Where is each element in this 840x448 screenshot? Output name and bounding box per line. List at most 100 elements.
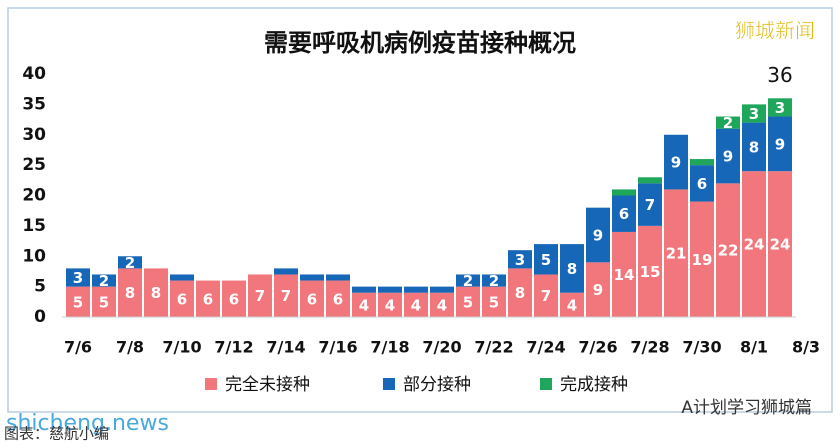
data-label: 8 bbox=[749, 138, 759, 156]
data-label: 2 bbox=[723, 114, 733, 132]
data-label: 9 bbox=[593, 226, 603, 244]
x-tick-label: 7/16 bbox=[318, 338, 357, 357]
bar-segment bbox=[638, 225, 662, 317]
data-label: 5 bbox=[99, 293, 109, 311]
y-tick-label: 5 bbox=[34, 277, 46, 297]
bar-segment bbox=[456, 286, 480, 317]
chart-title: 需要呼吸机病例疫苗接种概况 bbox=[264, 29, 576, 57]
data-label: 9 bbox=[723, 148, 733, 166]
bar-segment bbox=[560, 292, 584, 317]
bar-segment bbox=[586, 262, 610, 317]
bar-segment bbox=[534, 244, 558, 275]
bar-segment bbox=[768, 98, 792, 117]
bar-segment bbox=[690, 201, 714, 317]
data-label: 6 bbox=[333, 290, 343, 308]
legend-label: 完成接种 bbox=[560, 375, 628, 395]
data-label: 3 bbox=[515, 251, 525, 269]
y-tick-label: 35 bbox=[22, 94, 46, 114]
watermark-site: shicheng.news bbox=[6, 411, 169, 436]
total-label: 36 bbox=[767, 63, 792, 87]
bar-segment bbox=[274, 274, 298, 317]
bar-segment bbox=[612, 231, 636, 317]
data-label: 6 bbox=[307, 290, 317, 308]
bar-segment bbox=[274, 268, 298, 275]
data-label: 8 bbox=[151, 284, 161, 302]
data-label: 2 bbox=[489, 272, 499, 290]
bar-segment bbox=[508, 268, 532, 317]
x-tick-label: 7/18 bbox=[370, 338, 409, 357]
bar-segment bbox=[716, 183, 740, 317]
x-tick-label: 7/30 bbox=[682, 338, 721, 357]
data-label: 4 bbox=[437, 296, 447, 314]
watermark-brand: 狮城新闻 bbox=[735, 19, 815, 43]
data-label: 7 bbox=[281, 287, 291, 305]
bar-segment bbox=[222, 280, 246, 317]
bar-segment bbox=[378, 292, 402, 317]
legend-label: 完全未接种 bbox=[225, 375, 310, 395]
bar-segment bbox=[300, 280, 324, 317]
data-label: 3 bbox=[749, 105, 759, 123]
data-label: 2 bbox=[125, 254, 135, 272]
legend-swatch bbox=[205, 378, 217, 390]
y-tick-label: 0 bbox=[34, 307, 46, 327]
y-tick-label: 20 bbox=[22, 186, 46, 206]
bar-segment bbox=[66, 286, 90, 317]
data-label: 9 bbox=[671, 154, 681, 172]
data-label: 5 bbox=[73, 293, 83, 311]
data-label: 9 bbox=[775, 135, 785, 153]
data-label: 7 bbox=[255, 287, 265, 305]
data-label: 5 bbox=[463, 293, 473, 311]
data-label: 6 bbox=[203, 290, 213, 308]
bar-segment bbox=[690, 165, 714, 202]
bar-segment bbox=[482, 286, 506, 317]
bar-segment bbox=[742, 104, 766, 123]
data-label: 2 bbox=[463, 272, 473, 290]
bar-segment bbox=[248, 274, 272, 317]
bar-segment bbox=[742, 171, 766, 317]
data-label: 8 bbox=[567, 260, 577, 278]
bar-segment bbox=[638, 183, 662, 226]
data-label: 8 bbox=[125, 284, 135, 302]
bar-segment bbox=[352, 286, 376, 293]
bar-segment bbox=[326, 280, 350, 317]
bar-segment bbox=[118, 268, 142, 317]
data-label: 14 bbox=[614, 266, 635, 284]
bar-segment bbox=[664, 134, 688, 190]
bar-segment bbox=[768, 171, 792, 317]
bar-segment bbox=[586, 207, 610, 263]
bar-segment bbox=[170, 280, 194, 317]
bar-segment bbox=[170, 274, 194, 281]
data-label: 5 bbox=[541, 251, 551, 269]
data-label: 21 bbox=[666, 245, 687, 263]
bar-segment bbox=[92, 274, 116, 287]
bar-segment bbox=[690, 159, 714, 166]
bar-segment bbox=[612, 189, 636, 196]
data-label: 3 bbox=[73, 269, 83, 287]
x-tick-label: 7/8 bbox=[116, 338, 144, 357]
x-tick-label: 8/1 bbox=[740, 338, 768, 357]
bar-segment bbox=[352, 292, 376, 317]
data-label: 24 bbox=[770, 236, 791, 254]
bar-segment bbox=[92, 286, 116, 317]
bar-segment bbox=[378, 286, 402, 293]
x-tick-label: 7/12 bbox=[214, 338, 253, 357]
x-tick-label: 7/10 bbox=[162, 338, 201, 357]
x-tick-label: 7/14 bbox=[266, 338, 305, 357]
y-tick-label: 25 bbox=[22, 155, 46, 175]
bar-segment bbox=[404, 286, 428, 293]
y-tick-label: 10 bbox=[22, 246, 46, 266]
x-tick-label: 7/20 bbox=[422, 338, 461, 357]
legend-swatch bbox=[383, 378, 395, 390]
x-tick-label: 7/24 bbox=[526, 338, 565, 357]
bar-segment bbox=[612, 195, 636, 232]
x-tick-label: 7/28 bbox=[630, 338, 669, 357]
bar-segment bbox=[456, 274, 480, 287]
bar-segment bbox=[404, 292, 428, 317]
data-label: 6 bbox=[697, 175, 707, 193]
bar-segment bbox=[560, 244, 584, 293]
data-label: 6 bbox=[619, 205, 629, 223]
data-label: 4 bbox=[411, 296, 421, 314]
data-label: 4 bbox=[359, 296, 369, 314]
bar-segment bbox=[300, 274, 324, 281]
bar-segment bbox=[508, 250, 532, 269]
